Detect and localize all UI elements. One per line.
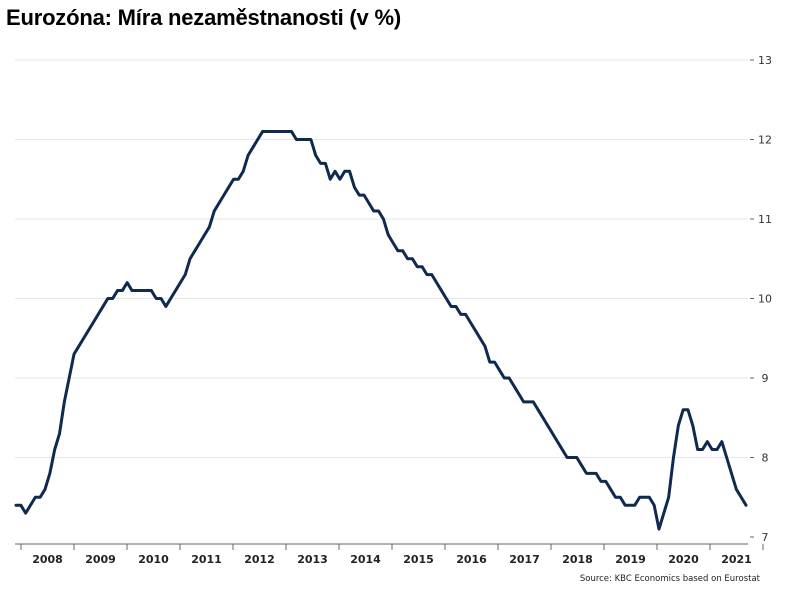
x-tick-label: 2010 [138, 553, 169, 566]
y-tick-label: 10 [758, 293, 772, 306]
y-axis-tick-labels: 7 8 9 10 11 12 13 [750, 54, 772, 544]
x-tick-label: 2013 [297, 553, 328, 566]
x-tick-label: 2017 [509, 553, 540, 566]
x-axis-tick-labels: 2008 2009 2010 2011 2012 2013 2014 2015 2016 2017… [32, 553, 752, 566]
x-tick-label: 2021 [721, 553, 752, 566]
x-tick-label: 2016 [456, 553, 487, 566]
gridlines [15, 59, 748, 458]
x-tick-label: 2012 [244, 553, 275, 566]
x-axis [15, 543, 764, 550]
y-tick-label: 12 [758, 134, 772, 147]
x-tick-label: 2015 [403, 553, 434, 566]
x-tick-label: 2019 [615, 553, 646, 566]
y-tick-label: 9 [762, 372, 769, 385]
y-tick-label: 13 [758, 54, 772, 67]
y-tick-label: 7 [762, 531, 769, 544]
x-tick-label: 2018 [562, 553, 593, 566]
unemployment-line [14, 130, 748, 531]
source-note: Source: KBC Economics based on Eurostat [579, 574, 760, 584]
x-tick-label: 2011 [191, 553, 222, 566]
y-tick-label: 8 [762, 452, 769, 465]
chart-title: Eurozóna: Míra nezaměstnanosti (v %) [6, 5, 401, 30]
x-tick-label: 2020 [668, 553, 699, 566]
x-tick-label: 2008 [32, 553, 63, 566]
y-tick-label: 11 [758, 213, 772, 226]
x-tick-label: 2009 [85, 553, 116, 566]
x-tick-label: 2014 [350, 553, 381, 566]
